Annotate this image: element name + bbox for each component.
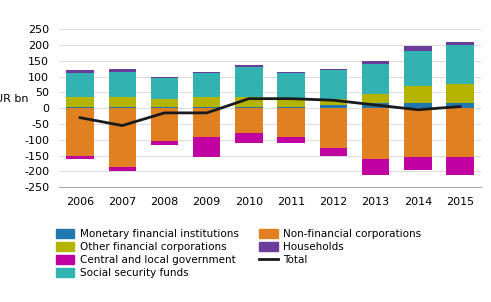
Bar [320, 105, 347, 108]
Bar [277, 107, 305, 108]
Bar [277, 108, 305, 137]
Bar [235, 133, 263, 143]
Bar [151, 107, 178, 108]
Bar [109, 97, 136, 107]
Bar [109, 72, 136, 97]
Bar [193, 108, 220, 137]
Bar [404, 47, 432, 51]
Bar [446, 42, 474, 45]
Bar [446, 85, 474, 103]
Bar [235, 107, 263, 108]
Bar [404, 108, 432, 157]
Bar [446, 157, 474, 175]
Bar [109, 107, 136, 108]
Bar [193, 73, 220, 97]
Bar [320, 70, 347, 99]
Bar [193, 107, 220, 108]
Bar [446, 108, 474, 157]
Bar [362, 64, 389, 94]
Bar [151, 78, 178, 99]
Bar [66, 156, 94, 159]
Bar [151, 99, 178, 107]
Bar [404, 103, 432, 108]
Bar [362, 108, 389, 159]
Bar [404, 51, 432, 86]
Bar [151, 76, 178, 78]
Bar [362, 94, 389, 103]
Bar [320, 148, 347, 156]
Bar [446, 45, 474, 85]
Bar [320, 69, 347, 70]
Bar [193, 72, 220, 73]
Bar [109, 108, 136, 167]
Bar [320, 108, 347, 148]
Bar [277, 72, 305, 73]
Bar [362, 103, 389, 108]
Bar [66, 108, 94, 156]
Bar [66, 107, 94, 108]
Bar [362, 159, 389, 175]
Bar [193, 137, 220, 157]
Bar [151, 108, 178, 141]
Bar [404, 157, 432, 170]
Bar [109, 69, 136, 72]
Bar [277, 137, 305, 143]
Bar [277, 73, 305, 99]
Bar [235, 66, 263, 67]
Bar [66, 70, 94, 73]
Bar [66, 97, 94, 107]
Bar [235, 67, 263, 97]
Bar [151, 141, 178, 145]
Bar [446, 103, 474, 108]
Bar [193, 97, 220, 107]
Bar [277, 99, 305, 107]
Bar [362, 61, 389, 64]
Bar [404, 86, 432, 103]
Bar [235, 108, 263, 133]
Bar [66, 73, 94, 97]
Y-axis label: EUR bn: EUR bn [0, 94, 28, 104]
Bar [109, 167, 136, 172]
Bar [235, 97, 263, 107]
Legend: Monetary financial institutions, Other financial corporations, Central and local: Monetary financial institutions, Other f… [55, 229, 421, 278]
Bar [320, 99, 347, 105]
